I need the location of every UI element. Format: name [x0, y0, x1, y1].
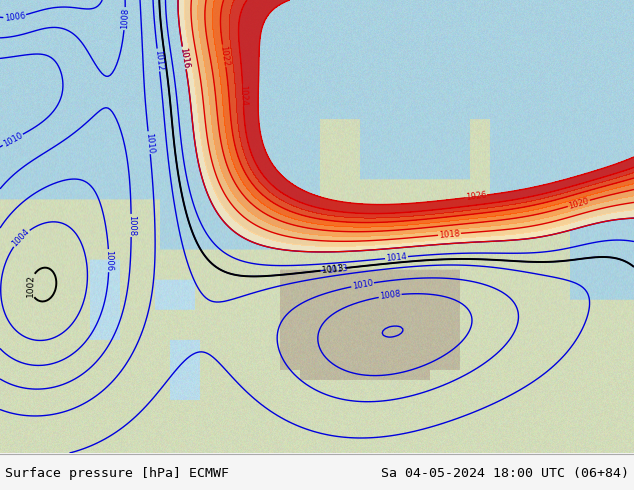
Text: 1004: 1004 — [11, 227, 32, 248]
Text: 1016: 1016 — [178, 47, 190, 69]
Text: 1022: 1022 — [218, 45, 230, 67]
Text: 1024: 1024 — [238, 84, 248, 106]
Text: 1008: 1008 — [120, 8, 130, 29]
Text: 1006: 1006 — [4, 11, 26, 23]
Text: 1008: 1008 — [127, 215, 136, 236]
Text: 1013: 1013 — [326, 263, 348, 274]
Text: Sa 04-05-2024 18:00 UTC (06+84): Sa 04-05-2024 18:00 UTC (06+84) — [381, 467, 629, 480]
Text: 1010: 1010 — [144, 132, 155, 153]
Text: 1026: 1026 — [465, 191, 487, 202]
Text: 1013: 1013 — [321, 264, 345, 275]
Text: 1014: 1014 — [385, 252, 408, 263]
Text: 1020: 1020 — [567, 196, 590, 211]
Text: Surface pressure [hPa] ECMWF: Surface pressure [hPa] ECMWF — [5, 467, 229, 480]
Text: 1016: 1016 — [178, 47, 190, 69]
Text: 1018: 1018 — [439, 229, 460, 240]
Text: 1008: 1008 — [379, 290, 401, 301]
Text: 1012: 1012 — [153, 49, 164, 71]
Text: 1002: 1002 — [26, 274, 36, 297]
Text: 1010: 1010 — [351, 278, 373, 291]
Text: 1010: 1010 — [1, 131, 24, 148]
Text: 1006: 1006 — [104, 250, 113, 271]
